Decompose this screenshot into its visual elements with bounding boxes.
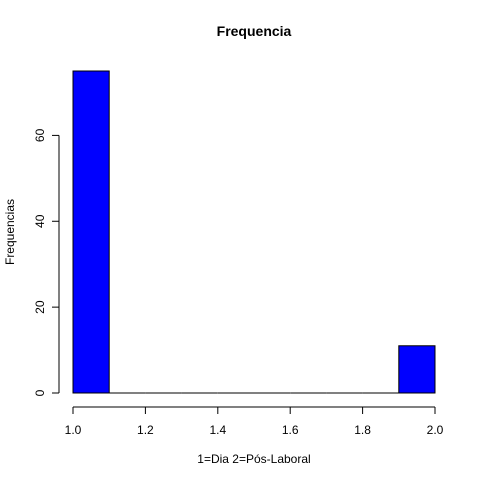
x-tick-label: 1.0 <box>65 423 82 437</box>
y-tick-label: 60 <box>33 128 47 142</box>
x-axis: 1.0 1.2 1.4 1.6 1.8 2.0 <box>65 406 444 437</box>
y-tick-label: 40 <box>33 214 47 228</box>
histogram-bar <box>398 345 436 394</box>
y-tick-label: 20 <box>33 300 47 314</box>
histogram-bar <box>72 70 110 394</box>
y-axis-label: Frequencias <box>3 199 17 265</box>
x-tick-label: 2.0 <box>427 423 444 437</box>
y-tick-label: 0 <box>33 389 47 396</box>
x-axis-label: 1=Dia 2=Pós-Laboral <box>197 452 310 466</box>
x-tick-label: 1.4 <box>209 423 226 437</box>
chart-title: Frequencia <box>217 23 292 39</box>
x-tick-label: 1.8 <box>354 423 371 437</box>
y-axis: 0 20 40 60 <box>33 128 60 396</box>
x-tick-label: 1.2 <box>137 423 154 437</box>
bars-group <box>72 70 436 394</box>
x-tick-label: 1.6 <box>282 423 299 437</box>
